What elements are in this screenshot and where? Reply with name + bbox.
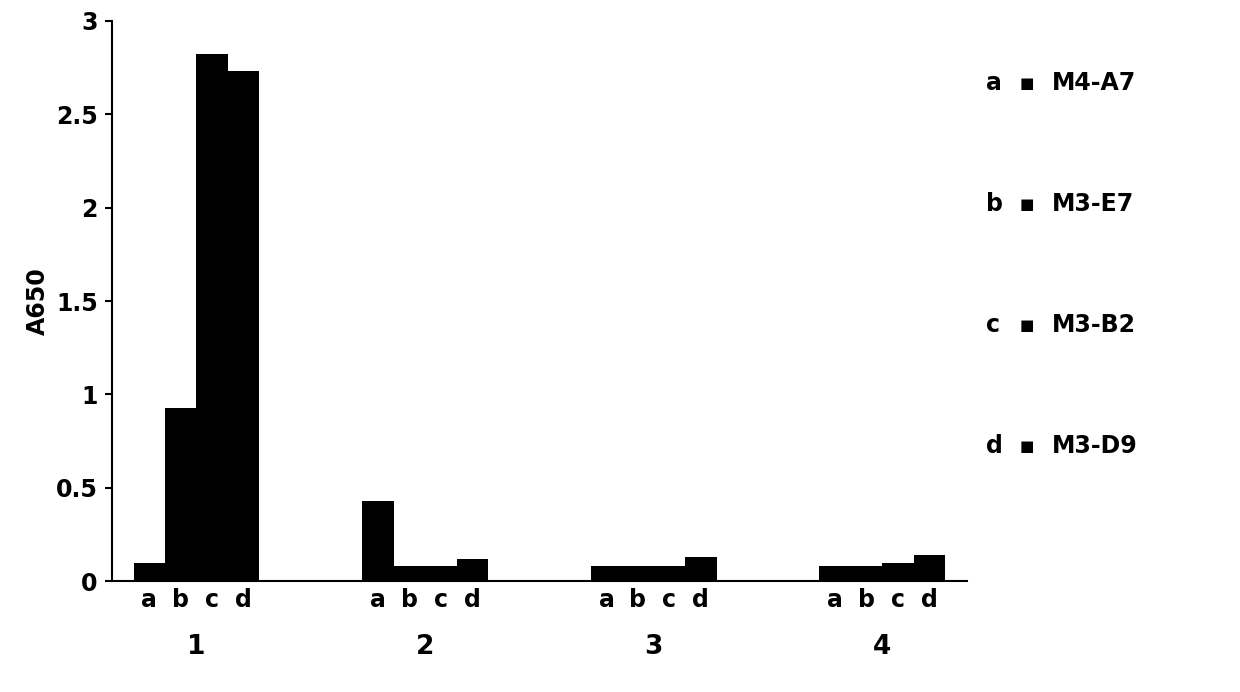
Bar (820, 566, 851, 581)
Text: 4: 4 (873, 634, 892, 660)
Bar (165, 408, 196, 581)
Bar (456, 559, 489, 581)
Text: M4-A7: M4-A7 (1052, 71, 1136, 95)
Bar (134, 563, 165, 581)
Bar (883, 563, 914, 581)
Text: d: d (986, 435, 1003, 458)
Bar (622, 566, 653, 581)
Bar (393, 566, 425, 581)
Bar (362, 501, 393, 581)
Bar (653, 566, 686, 581)
Bar (851, 566, 883, 581)
Bar (196, 55, 228, 581)
Text: b: b (986, 192, 1003, 216)
Text: 2: 2 (415, 634, 434, 660)
Text: c: c (986, 313, 999, 337)
Text: 3: 3 (645, 634, 663, 660)
Bar (686, 557, 717, 581)
Bar (425, 566, 456, 581)
Text: M3-B2: M3-B2 (1052, 313, 1136, 337)
Text: ■: ■ (1019, 197, 1034, 212)
Bar (590, 566, 622, 581)
Text: M3-E7: M3-E7 (1052, 192, 1133, 216)
Text: a: a (986, 71, 1002, 95)
Text: ■: ■ (1019, 318, 1034, 333)
Bar (914, 555, 945, 581)
Text: ■: ■ (1019, 439, 1034, 454)
Text: ■: ■ (1019, 75, 1034, 91)
Bar (228, 71, 259, 581)
Y-axis label: A650: A650 (26, 267, 51, 335)
Text: M3-D9: M3-D9 (1052, 435, 1137, 458)
Text: 1: 1 (187, 634, 206, 660)
